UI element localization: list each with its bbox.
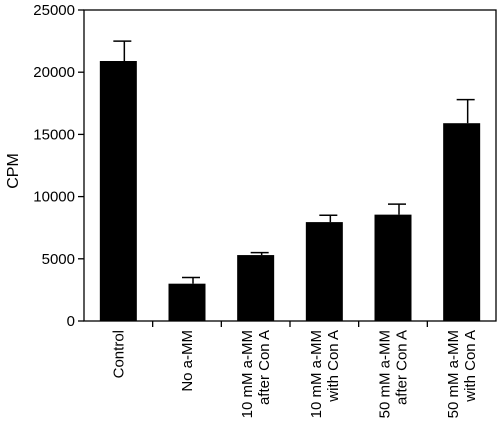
y-tick-label: 0 bbox=[67, 313, 75, 330]
bar bbox=[237, 255, 275, 321]
x-category-label: 10 mM a-MM bbox=[308, 330, 325, 418]
x-category-label: after Con A bbox=[256, 330, 273, 405]
y-tick-label: 25000 bbox=[33, 2, 75, 19]
x-category-label: after Con A bbox=[394, 330, 411, 405]
x-category-label: with Con A bbox=[462, 330, 479, 403]
y-axis-label: CPM bbox=[5, 153, 22, 189]
x-category-label: 10 mM a-MM bbox=[239, 330, 256, 418]
x-category-label: 50 mM a-MM bbox=[377, 330, 394, 418]
x-category-label: Control bbox=[110, 330, 127, 378]
y-tick-label: 20000 bbox=[33, 64, 75, 81]
y-tick-label: 10000 bbox=[33, 189, 75, 206]
x-category-label: with Con A bbox=[325, 330, 342, 403]
x-category-label: 50 mM a-MM bbox=[445, 330, 462, 418]
bar bbox=[99, 61, 137, 322]
bar bbox=[305, 222, 343, 321]
plot-frame bbox=[83, 9, 497, 322]
bars-group bbox=[99, 40, 481, 322]
bar bbox=[168, 283, 206, 321]
y-tick-label: 15000 bbox=[33, 126, 75, 143]
bar bbox=[374, 214, 412, 321]
y-tick-label: 5000 bbox=[42, 251, 75, 268]
x-category-label: No a-MM bbox=[179, 330, 196, 392]
bar bbox=[443, 123, 481, 321]
x-axis-labels: Control No a-MM 10 mM a-MM after Con A 10 mM… bbox=[110, 321, 479, 418]
y-axis: 0 5000 10000 15000 20000 25000 bbox=[33, 2, 84, 330]
